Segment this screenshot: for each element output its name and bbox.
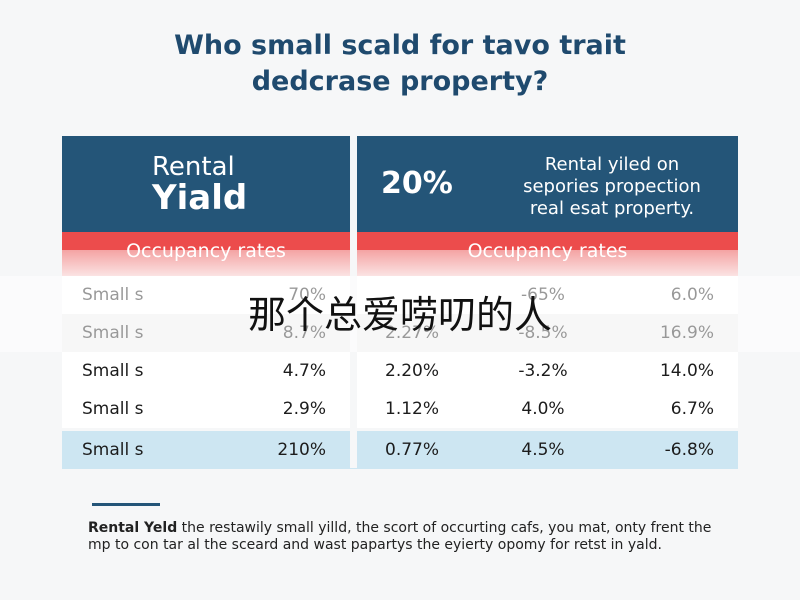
- red-band: [357, 232, 738, 250]
- band-label: Occupancy rates: [467, 240, 628, 262]
- table-cell: 14.0%: [659, 361, 714, 381]
- pink-band: [62, 250, 350, 276]
- footer-lead: Rental Yeld: [88, 520, 178, 536]
- title-line: dedcrase property?: [251, 66, 549, 97]
- table-cell: 2.9%: [282, 399, 326, 419]
- table-cell: 0.77%: [385, 440, 440, 460]
- table-cell: Small s: [82, 361, 144, 381]
- table-cell: 2.20%: [385, 361, 440, 381]
- big-number: 20%: [381, 166, 453, 201]
- heading: Rental: [152, 152, 235, 182]
- table-cell: -3.2%: [518, 361, 568, 381]
- table-cell: 6.7%: [670, 399, 714, 419]
- heading: Yiald: [152, 178, 248, 218]
- table-cell: Small s: [82, 399, 144, 419]
- rule: [92, 503, 160, 506]
- text-line: Rental yiled on: [544, 154, 680, 175]
- band-label: Occupancy rates: [126, 240, 286, 262]
- table-cell: 1.12%: [385, 399, 440, 419]
- footer: Rental Yeld the restawily small yilld, t…: [88, 520, 728, 554]
- panel-text: Rental yiled on sepories propection real…: [497, 154, 727, 220]
- table-row: Small s 4.7% 2.20% -3.2% 14.0%: [62, 352, 738, 390]
- caption: 那个总爱唠叨的人: [247, 293, 552, 337]
- left-header: Rental Yiald: [62, 136, 350, 232]
- table-row: Small s 210% 0.77% 4.5% -6.8%: [62, 431, 738, 469]
- table-cell: 4.0%: [521, 399, 565, 419]
- text-line: real esat property.: [529, 198, 695, 219]
- table-row: Small s 2.9% 1.12% 4.0% 6.7%: [62, 390, 738, 428]
- table-cell: -6.8%: [664, 440, 714, 460]
- table-cell: Small s: [82, 440, 144, 460]
- pink-band: [357, 250, 738, 276]
- red-band: [62, 232, 350, 250]
- footer-text: the restawily small yilld, the scort of …: [88, 520, 712, 553]
- right-header: 20% Rental yiled on sepories propection …: [357, 136, 738, 232]
- table-cell: 210%: [277, 440, 326, 460]
- table-cell: 4.7%: [282, 361, 326, 381]
- table-cell: 4.5%: [521, 440, 565, 460]
- overlay: [0, 276, 800, 352]
- text-line: sepories propection: [523, 176, 701, 197]
- title-line: Who small scald for tavo trait: [174, 30, 626, 61]
